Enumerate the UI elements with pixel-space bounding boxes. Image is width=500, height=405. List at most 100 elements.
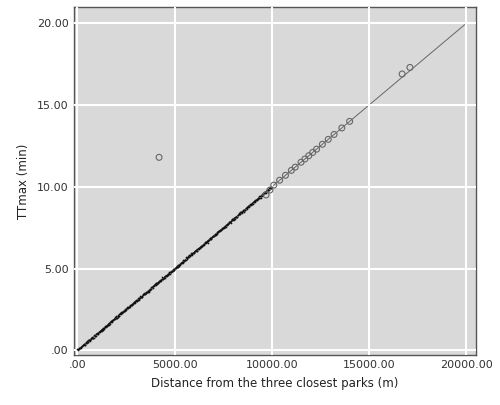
Point [217,227,225,233]
Point [76,346,84,352]
Point [242,205,250,212]
Point [136,295,143,301]
Point [131,299,139,306]
Point [238,210,246,217]
Point [241,207,249,213]
Point [244,203,252,209]
Point [207,235,215,242]
Point [110,316,118,322]
Point [134,295,142,302]
Point [135,296,143,303]
Point [168,267,176,274]
Point [108,317,116,324]
Point [138,293,146,300]
Point [256,194,264,201]
Point [80,341,88,347]
Point [200,240,208,247]
Point [258,191,266,197]
Point [258,192,266,199]
Point [223,221,231,228]
Point [164,271,172,277]
Point [114,314,122,320]
Point [190,249,198,255]
Point [183,254,191,261]
Point [204,239,212,246]
Point [158,274,166,281]
X-axis label: Distance from the three closest parks (m): Distance from the three closest parks (m… [151,377,398,390]
Point [234,212,242,218]
Point [212,230,220,237]
Point [225,220,233,226]
Point [152,282,160,288]
Point [92,333,100,339]
Point [110,315,118,322]
Point [180,257,188,264]
Point [213,230,221,237]
Point [250,198,258,205]
Point [227,218,235,225]
Point [245,203,253,210]
Point [147,284,155,290]
Point [212,231,220,237]
Point [122,307,130,313]
Point [130,298,138,305]
Point [214,229,222,235]
Point [206,235,214,242]
Point [154,280,162,286]
Point [88,335,96,341]
Point [265,185,273,192]
Point [215,228,223,234]
Point [108,318,116,324]
Point [144,288,152,295]
Point [132,298,140,305]
Point [261,190,269,196]
Point [191,248,199,255]
Point [252,197,260,203]
Point [138,292,145,299]
Point [88,335,96,341]
Point [288,167,296,174]
Point [93,331,101,338]
Point [251,198,259,205]
Point [158,275,166,282]
Point [103,323,111,329]
Point [81,342,89,349]
Point [120,307,128,314]
Point [146,286,154,292]
Point [104,322,112,328]
Point [172,263,180,270]
Point [154,281,162,288]
Point [248,200,256,207]
Point [192,247,200,254]
Point [234,212,241,218]
Point [230,215,238,221]
Point [253,196,261,203]
Point [128,302,136,309]
Point [102,323,110,329]
Point [118,308,126,315]
Point [220,224,228,230]
Point [106,318,114,324]
Point [196,244,204,251]
Point [136,293,144,300]
Point [236,209,244,215]
Point [185,252,193,259]
Point [82,340,90,346]
Point [175,262,183,268]
Point [194,246,202,252]
Point [90,335,98,341]
Point [114,313,122,319]
Point [184,254,192,260]
Point [217,227,225,233]
Point [78,343,86,349]
Point [254,195,262,202]
Point [153,280,161,286]
Point [252,197,260,203]
Point [256,195,264,202]
Point [109,316,117,323]
Point [164,271,172,277]
Point [146,288,154,294]
Point [248,201,256,207]
Point [261,189,269,195]
Point [242,205,250,211]
